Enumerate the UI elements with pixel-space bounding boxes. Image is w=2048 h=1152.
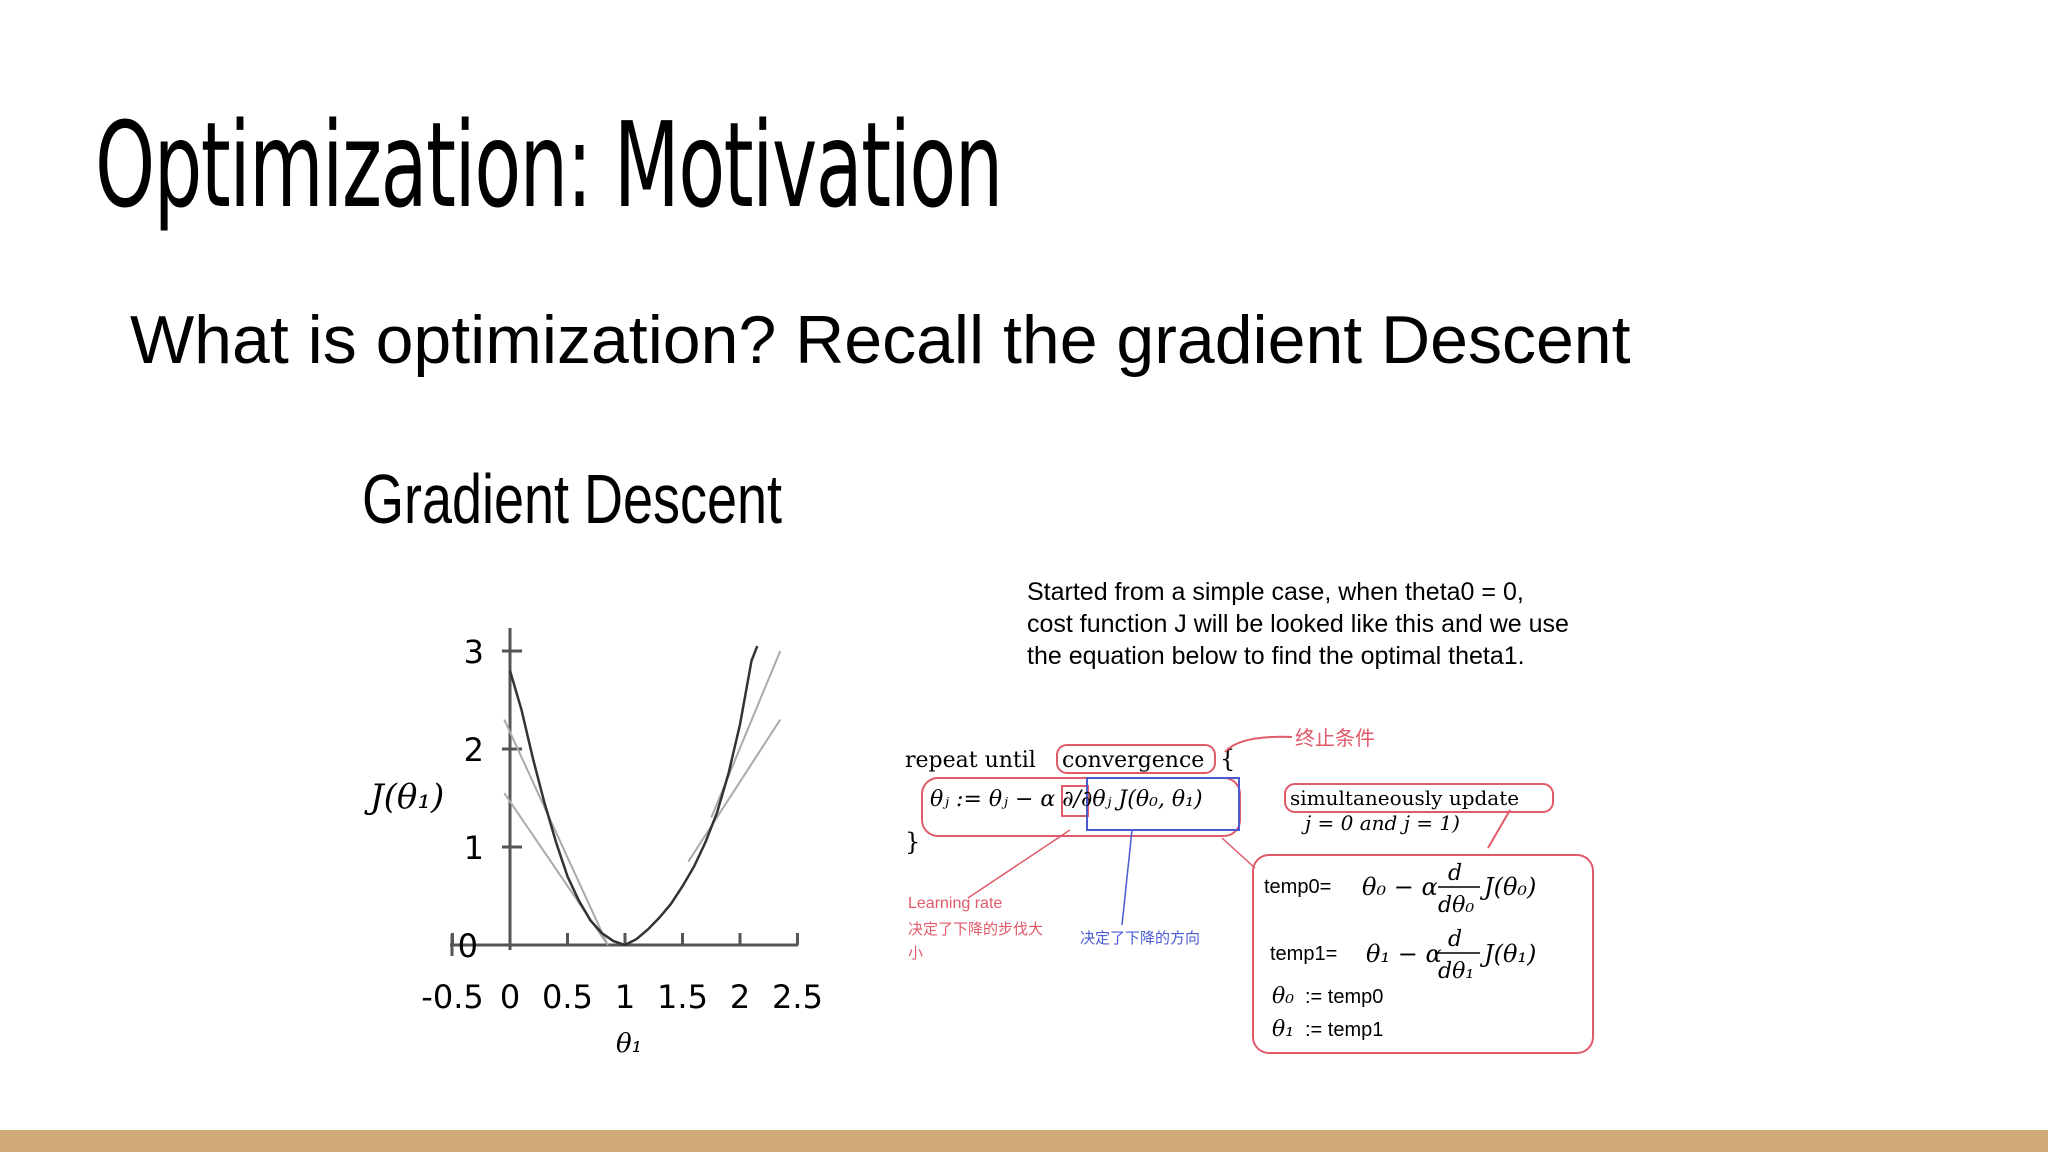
direction-note: 决定了下降的方向 (1080, 930, 1200, 947)
temp0-formula: θ₀ − α (1362, 873, 1438, 901)
stop-condition-note: 终止条件 (1295, 727, 1375, 750)
tangent-line (687, 719, 782, 863)
slide-title: Optimization: Motivation (95, 96, 1003, 234)
update-equations: repeat until convergence { 终止条件 θⱼ := θⱼ… (905, 727, 1594, 1054)
y-tick-label: 1 (464, 829, 484, 867)
x-tick-label: 2.5 (772, 978, 823, 1016)
convergence-box (1056, 744, 1216, 774)
slide-subtitle: What is optimization? Recall the gradien… (130, 302, 1631, 378)
repeat-label: repeat until (905, 748, 1036, 773)
direction-line (1121, 829, 1133, 926)
x-axis-label: θ₁ (616, 1029, 642, 1059)
temp0-d-numerator: d (1448, 861, 1462, 886)
cost-function-chart: J(θ₁) θ₁ -0.5 0 0.5 1 1.5 2 2.5 0 1 2 3 (364, 628, 823, 1059)
theta1-assign: := temp1 (1305, 1019, 1383, 1041)
theta0-assign: := temp0 (1305, 986, 1383, 1008)
figure-heading: Gradient Descent (362, 460, 782, 538)
description: Started from a simple case, when theta0 … (1027, 578, 1569, 670)
update-rule: θⱼ := θⱼ − α ∂/∂θⱼ J(θ₀, θ₁) (930, 787, 1203, 812)
x-tick-label: 0.5 (542, 978, 593, 1016)
description-line-1: Started from a simple case, when theta0 … (1027, 578, 1524, 606)
x-tick-label: -0.5 (421, 978, 483, 1016)
close-brace: } (905, 828, 920, 856)
x-tick-label: 0 (500, 978, 520, 1016)
learning-rate-note-2: 小 (908, 945, 923, 962)
temp-block-connector (1221, 837, 1256, 869)
temp0-d-denominator: dθ₀ (1438, 893, 1474, 918)
temp1-d-numerator: d (1448, 927, 1462, 952)
y-axis-label: J(θ₁) (364, 777, 444, 817)
description-line-3: the equation below to find the optimal t… (1027, 642, 1525, 670)
y-tick-label: 3 (464, 633, 484, 671)
tangent-line (503, 719, 609, 946)
temp1-label: temp1= (1270, 943, 1337, 965)
x-tick-label: 1.5 (657, 978, 708, 1016)
temp0-label: temp0= (1264, 876, 1331, 898)
temp1-formula: θ₁ − α (1366, 940, 1442, 968)
x-tick-label: 2 (730, 978, 750, 1016)
open-brace: { (1220, 745, 1235, 773)
y-tick-label: 0 (458, 927, 478, 965)
simultaneous-arrow (1487, 809, 1511, 849)
stop-condition-arrow (1224, 735, 1293, 753)
learning-rate-note-1: 决定了下降的步伐大 (908, 921, 1043, 938)
temp1-j: J(θ₁) (1479, 940, 1536, 968)
learning-rate-line (967, 829, 1071, 899)
temp-update-box (1252, 854, 1594, 1054)
j-values: j = 0 and j = 1) (1301, 811, 1460, 835)
x-tick-label: 1 (615, 978, 635, 1016)
learning-rate-label: Learning rate (908, 895, 1002, 912)
convergence-label: convergence (1062, 748, 1204, 773)
theta0-symbol: θ₀ (1272, 984, 1294, 1009)
simultaneous-label: simultaneously update (1290, 786, 1519, 810)
simultaneous-box (1284, 783, 1554, 813)
temp1-d-denominator: dθ₁ (1438, 959, 1474, 984)
theta1-symbol: θ₁ (1272, 1017, 1294, 1042)
temp0-j: J(θ₀) (1479, 873, 1536, 901)
bottom-accent-bar (0, 1130, 2048, 1152)
y-tick-label: 2 (464, 731, 484, 769)
derivative-box (1086, 777, 1240, 831)
description-line-2: cost function J will be looked like this… (1027, 610, 1569, 638)
cost-curve (508, 645, 759, 947)
